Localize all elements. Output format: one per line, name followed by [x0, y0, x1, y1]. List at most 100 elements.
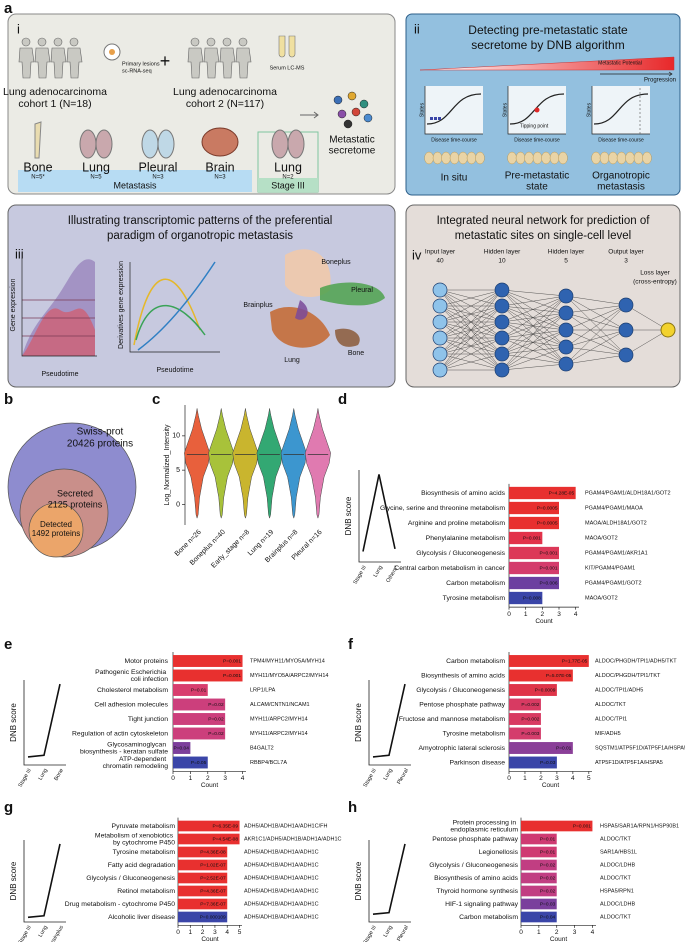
nn-edge	[501, 289, 567, 314]
nn-node	[432, 314, 448, 330]
potential-wedge	[419, 56, 675, 71]
x-tick-label: Stage III	[363, 924, 379, 942]
state-plot	[592, 86, 650, 134]
organ-icon	[157, 129, 175, 159]
x-tick-label: Lung	[38, 768, 49, 782]
nn-edge	[501, 329, 567, 355]
organ-icon	[201, 127, 239, 157]
person-head	[37, 37, 47, 47]
y-tick-label: 5	[176, 467, 180, 474]
bar	[509, 684, 557, 696]
nn-node	[432, 298, 448, 314]
x-tick-label: 2	[555, 929, 559, 936]
nn-edge	[565, 295, 627, 306]
state-axes	[591, 86, 650, 135]
bar	[173, 655, 243, 667]
umap-cluster	[285, 249, 331, 297]
pathway-label: Glycolysis / Gluconeogenesis	[429, 862, 518, 869]
metastasis-label: Metastasis	[113, 180, 157, 190]
pathway-label: Glycolysis / Gluconeogenesis	[86, 875, 175, 882]
x-tick-label: Pleural	[396, 768, 410, 786]
nn-node	[494, 282, 510, 298]
stage-name: metastasis	[597, 182, 645, 193]
person-head	[238, 37, 248, 47]
organ-icon	[271, 129, 289, 159]
y-axis-label: DNB score	[9, 861, 18, 900]
state-marker	[430, 117, 433, 120]
nn-edge	[439, 289, 503, 371]
bar	[173, 669, 243, 682]
x-tick-label: 0	[176, 929, 180, 936]
venn-name: Detected	[40, 520, 72, 529]
bar	[178, 833, 240, 845]
pathway-label: Metabolism of xenobiotics by cytochrome …	[95, 832, 175, 846]
pathway-label: Pyruvate metabolism	[112, 823, 176, 830]
gene-label: AKR1C1/ADH5/ADH1B/ADH1A/ADH1C	[244, 836, 342, 842]
p-label: P=0.02	[208, 716, 224, 722]
organ-icon	[95, 129, 113, 159]
deriv-curve	[137, 261, 216, 351]
x-tick-label: Lung	[383, 925, 394, 939]
metastasis-band	[18, 170, 252, 192]
p-label: P=0.03	[540, 901, 556, 907]
x-tick-label: 0	[507, 775, 511, 782]
layer-name: Hidden layer	[548, 249, 585, 256]
cell	[608, 151, 618, 165]
cell	[633, 151, 644, 165]
bar	[173, 684, 208, 696]
box-label: i	[17, 21, 20, 36]
box-label: iii	[15, 246, 24, 261]
umap-cluster	[320, 282, 385, 306]
secretome-molecule	[333, 95, 343, 105]
x-tick-label: 1	[188, 929, 192, 936]
bar	[509, 501, 559, 515]
gene-label: ADH5/ADH1B/ADH1A/ADH1C	[244, 888, 319, 894]
pathway-label: Regulation of actin cytoskeleton	[72, 730, 168, 737]
pathway-label: Amyotrophic lateral sclerosis	[418, 745, 505, 752]
p-label: P=0.002	[521, 716, 539, 722]
loss-label: (cross-entropy)	[633, 279, 677, 286]
nn-edge	[501, 312, 567, 323]
pathway-label: Tyrosine metabolism	[443, 595, 506, 602]
nn-edge	[565, 354, 627, 365]
layer-name: Input layer	[425, 249, 456, 256]
pathway-label: Tight junction	[128, 716, 168, 723]
dnb-line	[27, 843, 61, 919]
x-tick-label: 3	[223, 775, 227, 782]
gene-label: ADH5/ADH1B/ADH1A/ADH1C	[244, 901, 319, 907]
bar	[173, 742, 191, 754]
cell	[591, 151, 601, 165]
x-tick-label: 3	[557, 611, 561, 618]
nn-edge	[501, 321, 567, 365]
nn-edge	[501, 312, 567, 371]
gene-label: ALDOC/TKT	[595, 702, 627, 708]
pathway-label: Biosynthesis of amino acids	[421, 672, 505, 679]
dnb-axes	[368, 840, 411, 923]
p-label: P=5.07E-05	[546, 673, 572, 679]
cohort-label: cohort 1 (N=18)	[18, 98, 91, 110]
pathway-label: Alcoholic liver disease	[108, 914, 175, 921]
axis-label: Gene expression	[10, 278, 17, 331]
nn-node	[494, 298, 510, 314]
violin	[208, 408, 235, 520]
scrna-label: Primary lesions	[122, 61, 160, 67]
gene-label: ALDOC/TKT	[600, 836, 632, 842]
layer-size: 5	[564, 258, 568, 265]
tube	[288, 35, 296, 58]
person-body	[66, 47, 83, 79]
pathway-label: Arginine and proline metabolism	[408, 520, 505, 527]
nn-node	[618, 322, 634, 338]
stage-name: state	[526, 182, 548, 193]
bar	[521, 859, 557, 871]
person-body	[219, 47, 236, 79]
scrna-label: sc-RNA-seq	[122, 68, 152, 74]
x-tick-label: 0	[507, 611, 511, 618]
nn-edge	[565, 304, 627, 331]
layer-name: Hidden layer	[484, 249, 521, 256]
bar	[178, 911, 228, 923]
nn-edge	[439, 289, 503, 307]
person-head	[53, 37, 63, 47]
scrna-drop	[109, 49, 115, 55]
cell	[515, 151, 526, 165]
cell	[625, 151, 635, 165]
